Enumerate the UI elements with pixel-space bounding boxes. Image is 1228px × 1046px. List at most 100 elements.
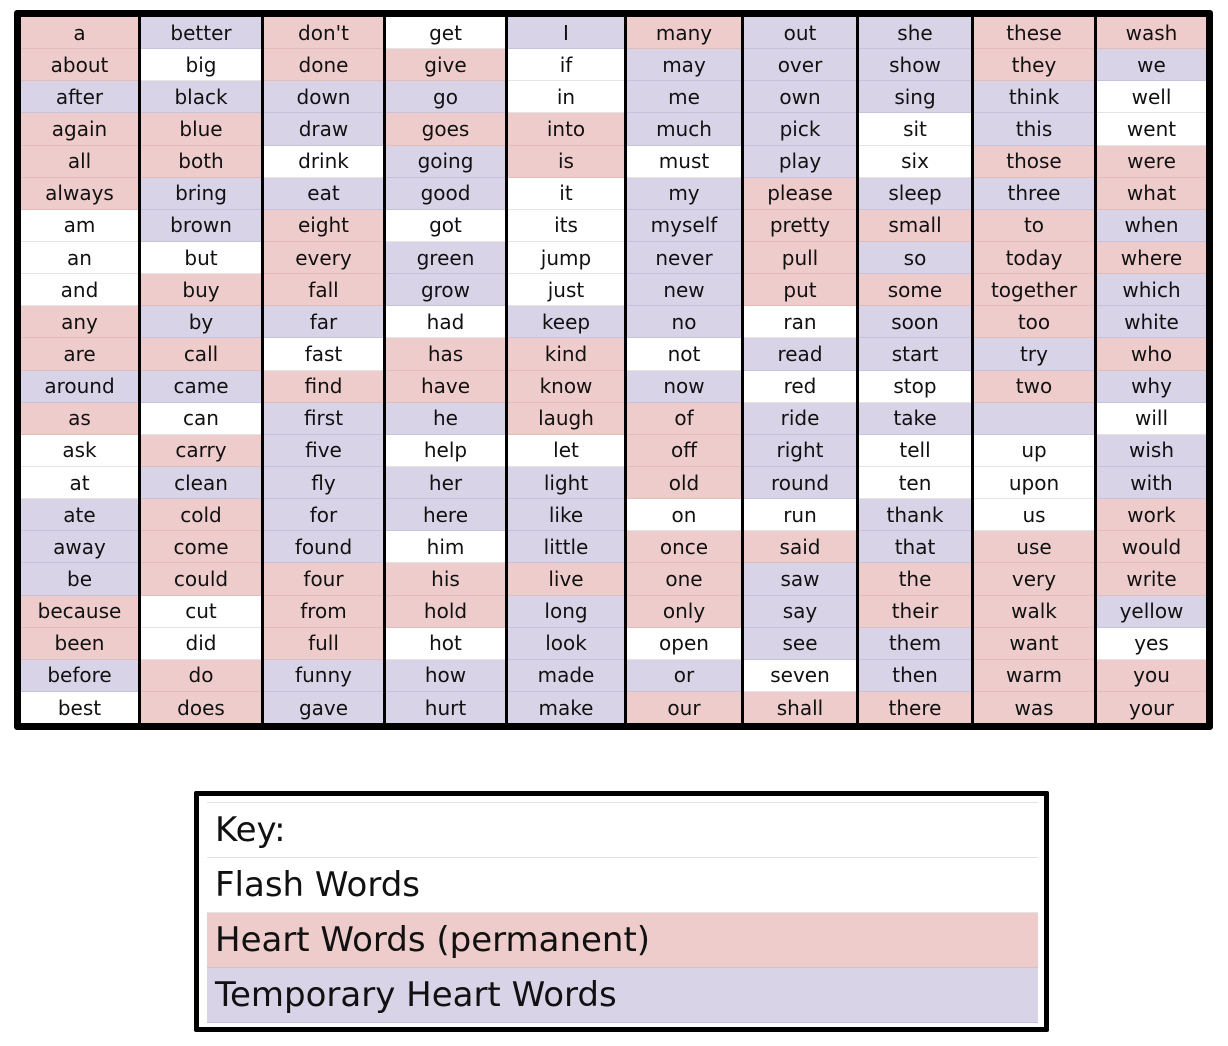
word-cell: have [386,370,505,403]
word-cell: of [627,402,741,435]
word-cell: thank [859,499,971,532]
word-cell: new [627,274,741,307]
word-cell: the [859,563,971,596]
word-cell: that [859,531,971,564]
word-cell: any [21,306,138,339]
word-cell: you [1097,659,1206,692]
word-cell: we [1097,49,1206,82]
word-cell: five [264,434,383,467]
word-cell: because [21,595,138,628]
word-cell: many [627,17,741,50]
word-cell: went [1097,113,1206,146]
word-cell: three [974,177,1094,210]
word-column-10: wash we well went were what when where which whit… [1097,17,1206,724]
word-cell: once [627,531,741,564]
word-cell: four [264,563,383,596]
word-cell: were [1097,145,1206,178]
word-cell: wish [1097,434,1206,467]
word-cell: or [627,659,741,692]
word-cell: see [744,627,856,660]
word-cell: his [386,563,505,596]
word-cell: show [859,49,971,82]
word-cell: sleep [859,177,971,210]
word-cell: he [386,402,505,435]
word-cell: long [508,595,624,628]
word-cell: at [21,466,138,500]
word-cell: me [627,81,741,114]
word-cell: must [627,145,741,178]
word-cell: eat [264,177,383,210]
word-column-1: a about after again all always am an and any are ar… [21,17,138,724]
word-cell: draw [264,113,383,146]
word-cell: clean [141,466,261,500]
word-cell: full [264,627,383,660]
word-cell: walk [974,595,1094,628]
word-column-9: these they think this those three to today toget… [974,17,1094,724]
word-cell: made [508,659,624,692]
word-cell: yellow [1097,595,1206,628]
word-cell: now [627,370,741,403]
word-cell: ask [21,434,138,467]
word-cell: hot [386,627,505,660]
word-cell: one [627,563,741,596]
word-cell: into [508,113,624,146]
word-cell: am [21,209,138,242]
word-cell: play [744,145,856,178]
word-cell: who [1097,338,1206,371]
word-cell: saw [744,563,856,596]
word-cell: off [627,434,741,467]
word-cell: its [508,209,624,242]
word-cell: him [386,531,505,564]
word-cell: better [141,17,261,50]
word-cell: when [1097,209,1206,242]
word-cell: be [21,563,138,596]
word-cell: been [21,627,138,660]
word-cell: shall [744,691,856,724]
word-cell: her [386,466,505,500]
word-cell: eight [264,209,383,242]
word-cell: buy [141,274,261,307]
word-cell: fall [264,274,383,307]
word-cell: small [859,209,971,242]
word-cell: write [1097,563,1206,596]
word-cell: before [21,659,138,692]
word-cell: drink [264,145,383,178]
word-cell: could [141,563,261,596]
word-cell: bring [141,177,261,210]
word-cell: for [264,499,383,532]
word-cell: take [859,402,971,435]
key-legend: Key: Flash Words Heart Words (permanent)… [194,791,1049,1032]
word-cell: carry [141,434,261,467]
word-cell: black [141,81,261,114]
word-cell: had [386,306,505,339]
word-cell: hurt [386,691,505,724]
word-cell: know [508,370,624,403]
word-cell: over [744,49,856,82]
word-cell: ran [744,306,856,339]
word-cell: kind [508,338,624,371]
word-cell: up [974,434,1094,467]
word-cell: go [386,81,505,114]
word-cell: six [859,145,971,178]
word-cell: a [21,17,138,50]
word-cell: what [1097,177,1206,210]
word-cell: our [627,691,741,724]
word-cell: stop [859,370,971,403]
word-cell: us [974,499,1094,532]
word-cell: it [508,177,624,210]
word-cell: like [508,499,624,532]
word-cell: only [627,595,741,628]
word-cell: read [744,338,856,371]
word-cell: can [141,402,261,435]
word-cell: from [264,595,383,628]
word-cell: I [508,17,624,50]
word-cell: these [974,17,1094,50]
word-cell: light [508,466,624,500]
word-cell: would [1097,531,1206,564]
word-cell: down [264,81,383,114]
word-cell: warm [974,659,1094,692]
word-cell: tell [859,434,971,467]
word-cell: they [974,49,1094,82]
word-cell: two [974,370,1094,403]
word-cell: came [141,370,261,403]
